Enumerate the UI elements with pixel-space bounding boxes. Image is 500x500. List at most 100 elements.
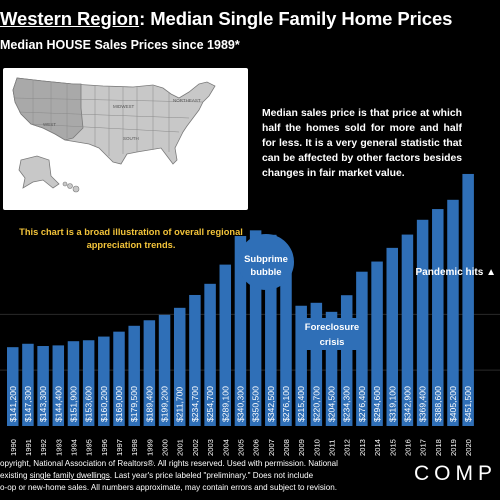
value-label-2014: $294,600: [372, 386, 382, 422]
footer-line-2-post: . Last year's price labeled "preliminary…: [109, 471, 314, 480]
bar-2015: [386, 247, 398, 426]
footer-line-2-underlined: single family dwellings: [29, 471, 110, 480]
year-label-2017: 2017: [419, 439, 428, 456]
year-label-2002: 2002: [191, 439, 200, 456]
bar-1997: [113, 331, 125, 426]
value-label-1998: $179,500: [129, 386, 139, 422]
value-label-1990: $141,200: [8, 386, 18, 422]
value-label-2011: $204,500: [327, 386, 337, 422]
year-label-2003: 2003: [206, 439, 215, 456]
year-label-1998: 1998: [130, 439, 139, 456]
value-label-2010: $220,700: [311, 386, 321, 422]
year-label-2004: 2004: [221, 439, 230, 456]
value-label-2015: $319,100: [387, 386, 397, 422]
year-label-2014: 2014: [373, 439, 382, 456]
foreclosure-label-line-1: Foreclosure: [305, 322, 359, 333]
value-label-2016: $342,900: [402, 386, 412, 422]
value-label-2017: $369,400: [418, 386, 428, 422]
subprime-bubble-circle: [238, 234, 294, 290]
value-label-1992: $143,300: [38, 386, 48, 422]
map-label-south: SOUTH: [123, 136, 139, 141]
year-label-1993: 1993: [54, 439, 63, 456]
value-label-2004: $289,100: [220, 386, 230, 422]
year-label-1997: 1997: [115, 439, 124, 456]
west-region-shape: [12, 77, 84, 141]
footer-line-3: o-op or new-home sales. All numbers appr…: [0, 483, 337, 492]
year-label-2009: 2009: [297, 439, 306, 456]
footer-line-2-pre: existing: [0, 471, 30, 480]
year-label-1990: 1990: [9, 439, 18, 456]
bar-2011: [325, 311, 338, 426]
subprime-label-line-2: bubble: [250, 267, 281, 278]
bar-2018: [432, 209, 444, 426]
bar-2014: [371, 261, 383, 426]
bar-1993: [52, 345, 65, 426]
map-label-northeast: NORTHEAST: [173, 98, 201, 103]
bar-1994: [67, 341, 80, 426]
map-label-midwest: MIDWEST: [113, 104, 134, 109]
bar-2019: [447, 199, 459, 426]
year-label-2006: 2006: [252, 439, 261, 456]
year-label-2012: 2012: [343, 439, 352, 456]
year-label-2013: 2013: [358, 439, 367, 456]
bar-2007: [265, 234, 277, 426]
year-label-2016: 2016: [403, 439, 412, 456]
bar-2016: [401, 234, 414, 426]
bar-2020: [462, 173, 474, 426]
bar-2006: [249, 230, 262, 426]
value-label-1991: $147,300: [23, 386, 33, 422]
value-label-2008: $276,100: [281, 386, 291, 422]
year-label-2019: 2019: [449, 439, 458, 456]
value-label-1996: $160,200: [99, 386, 109, 422]
subprime-label-line-1: Subprime: [244, 254, 288, 265]
bar-chart: $141,200 $147,300 $143,300 $144,400 $151,900…: [0, 173, 500, 456]
value-label-2000: $199,200: [160, 386, 170, 422]
year-label-2008: 2008: [282, 439, 291, 456]
bar-2017: [416, 219, 429, 426]
year-label-2010: 2010: [312, 439, 321, 456]
value-label-2019: $405,200: [448, 386, 458, 422]
year-label-2005: 2005: [236, 439, 245, 456]
footer-disclaimer: opyright, National Association of Realto…: [0, 458, 410, 494]
year-label-2001: 2001: [176, 439, 185, 456]
value-label-1993: $144,400: [53, 386, 63, 422]
title-rest: : Median Single Family Home Prices: [139, 8, 453, 29]
value-label-2007: $342,500: [266, 386, 276, 422]
year-label-2007: 2007: [267, 439, 276, 456]
value-label-1997: $169,000: [114, 386, 124, 422]
bar-2009: [295, 305, 307, 426]
chart-year-labels: 1990 1991 1992 1993 1994 1995 1996 1997 1998 1999…: [9, 439, 473, 456]
hawaii-shape: [62, 181, 80, 193]
year-label-1994: 1994: [69, 439, 78, 456]
year-label-1991: 1991: [24, 439, 33, 456]
brand-logo: COMP: [414, 462, 497, 485]
year-label-2018: 2018: [434, 439, 443, 456]
value-label-2012: $234,300: [342, 386, 352, 422]
chart-value-labels: $141,200 $147,300 $143,300 $144,400 $151,900…: [8, 386, 473, 422]
year-label-1999: 1999: [145, 439, 154, 456]
bar-1995: [82, 340, 95, 426]
year-label-2000: 2000: [161, 439, 170, 456]
bar-1998: [128, 325, 140, 426]
us-map-graphic: WEST MIDWEST NORTHEAST SOUTH: [12, 77, 216, 193]
bar-2010: [310, 302, 323, 426]
year-label-1996: 1996: [100, 439, 109, 456]
value-label-2005: $340,300: [235, 386, 245, 422]
bar-2000: [158, 314, 171, 426]
foreclosure-label-line-2: crisis: [320, 337, 345, 348]
bar-2012: [340, 295, 353, 426]
year-label-2020: 2020: [464, 439, 473, 456]
footer-line-2: existing single family dwellings. Last y…: [0, 470, 410, 482]
us-region-map: WEST MIDWEST NORTHEAST SOUTH: [3, 68, 248, 210]
illustration-note: This chart is a broad illustration of ov…: [19, 227, 243, 250]
value-label-2006: $350,500: [251, 386, 261, 422]
map-label-west: WEST: [43, 122, 56, 127]
bar-2001: [173, 307, 186, 426]
value-label-2009: $215,400: [296, 386, 306, 422]
value-label-2002: $234,700: [190, 386, 200, 422]
median-definition-note: Median sales price is that price at whic…: [262, 108, 462, 179]
bar-1991: [22, 343, 34, 426]
value-label-2001: $211,700: [175, 387, 185, 422]
bar-1996: [98, 336, 110, 426]
title-region: Western Region: [0, 8, 140, 29]
